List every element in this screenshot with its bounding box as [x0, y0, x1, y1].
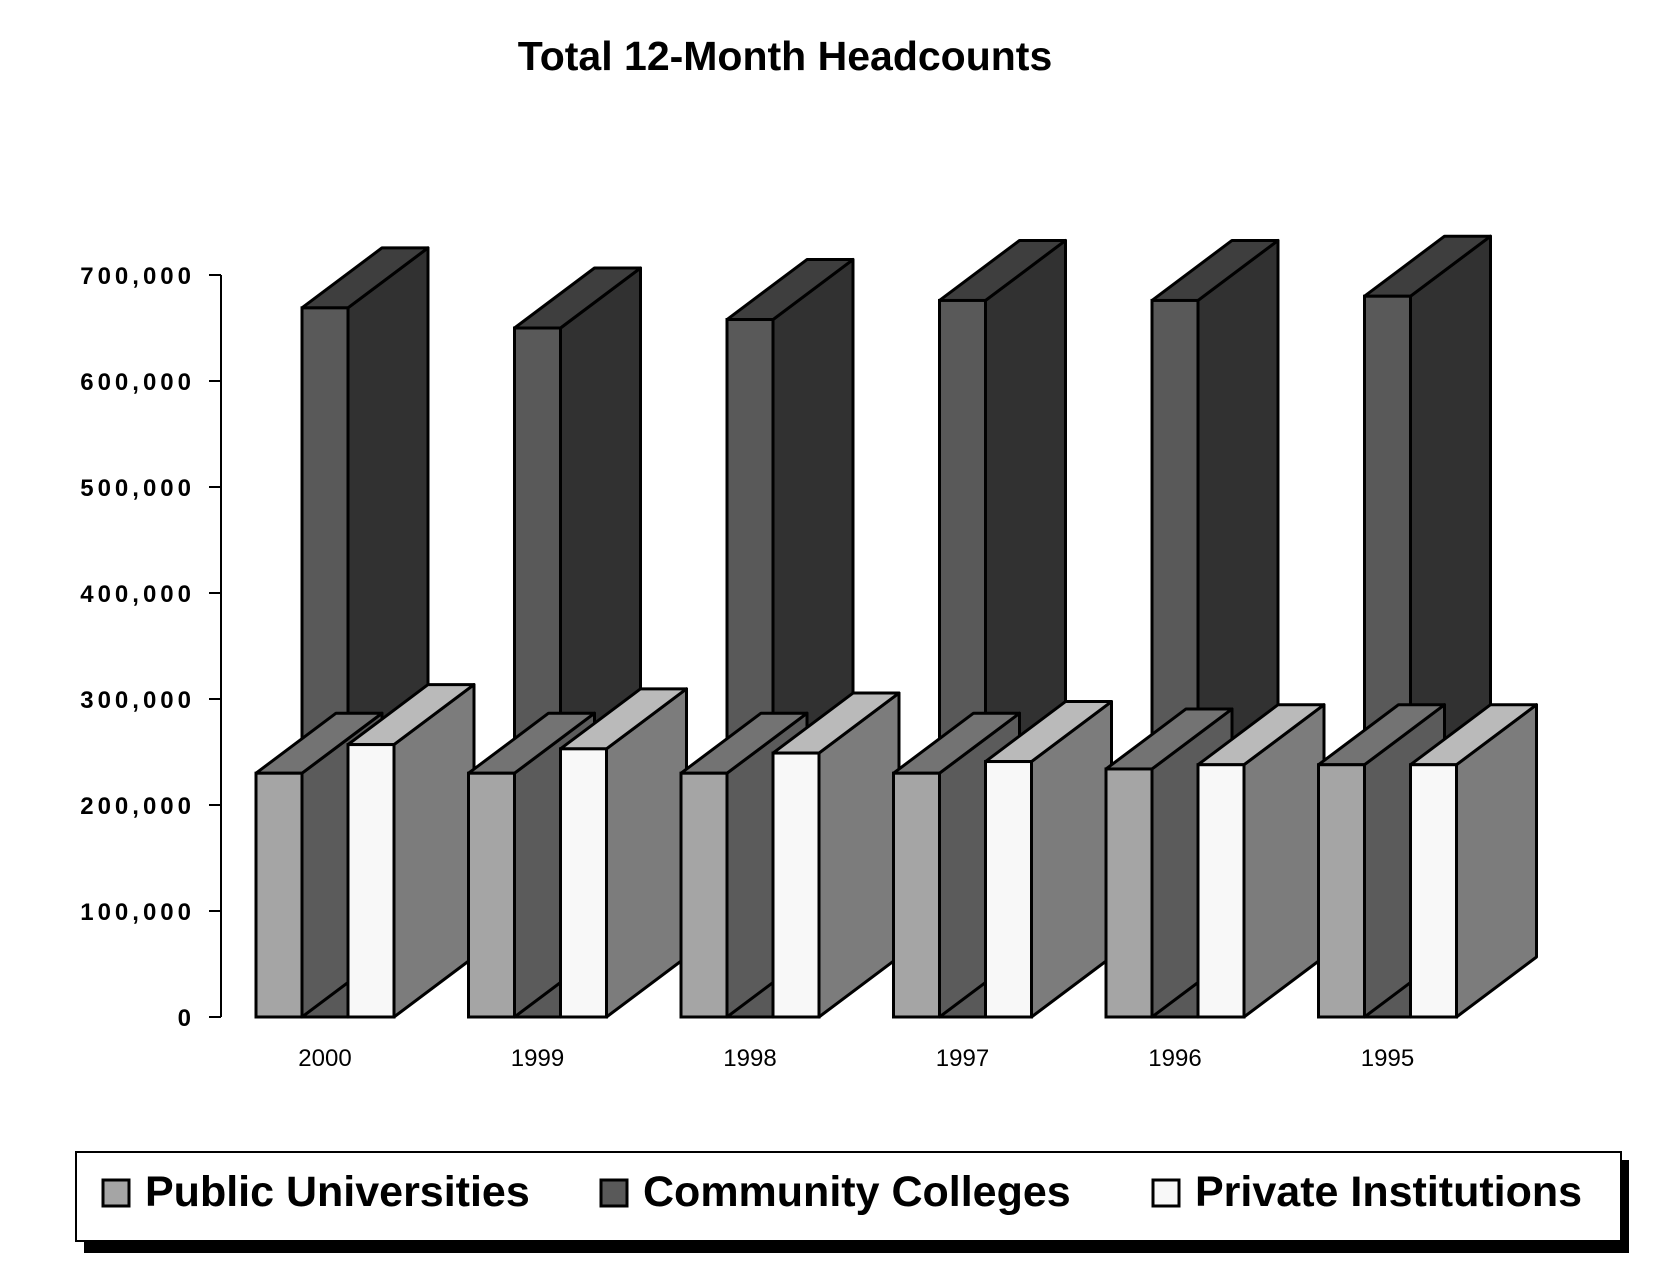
bar-private-institutions-1995 — [1409, 703, 1538, 1019]
bar-front — [1317, 763, 1366, 1019]
legend-swatch — [599, 1178, 629, 1208]
legend-label: Community Colleges — [643, 1168, 1071, 1216]
y-tick-label: 700,000 — [80, 263, 195, 290]
bar-front — [467, 771, 516, 1019]
bar-front — [984, 760, 1033, 1019]
bars — [254, 234, 1538, 1019]
chart-title: Total 12-Month Headcounts — [518, 33, 1053, 79]
y-tick-label: 200,000 — [80, 793, 195, 820]
y-tick-label: 600,000 — [80, 369, 195, 396]
x-tick-label: 2000 — [298, 1045, 351, 1072]
x-tick-label: 1995 — [1361, 1045, 1414, 1072]
x-tick-label: 1998 — [723, 1045, 776, 1072]
bar-front — [679, 771, 729, 1019]
bar-front — [559, 747, 608, 1019]
x-tick-label: 1999 — [511, 1045, 564, 1072]
legend-label: Public Universities — [145, 1168, 530, 1216]
legend-label: Private Institutions — [1195, 1168, 1582, 1216]
y-axis: 0 100,000 200,000 300,000 400,000 500,000 600,… — [80, 263, 222, 1032]
y-tick-label: 500,000 — [80, 475, 195, 502]
bar-front — [346, 743, 396, 1019]
y-tick-label: 300,000 — [80, 687, 195, 714]
x-tick-label: 1996 — [1148, 1045, 1201, 1072]
x-axis: 2000 1999 1998 1997 1996 1995 — [298, 1045, 1414, 1072]
legend-swatch — [101, 1178, 131, 1208]
bar-private-institutions-1998 — [771, 691, 901, 1019]
bar-private-institutions-1997 — [984, 700, 1113, 1019]
bar-front — [1409, 763, 1458, 1019]
bar-front — [771, 751, 821, 1019]
x-tick-label: 1997 — [936, 1045, 989, 1072]
legend-box — [75, 1151, 1622, 1242]
legend: Public Universities Community Colleges Pri… — [75, 1151, 1629, 1253]
legend-swatch — [1151, 1178, 1181, 1208]
bar-private-institutions-1996 — [1196, 703, 1326, 1019]
bar-private-institutions-1999 — [559, 687, 688, 1019]
bar-front — [254, 771, 304, 1019]
bar-front — [892, 771, 941, 1019]
y-tick-label: 100,000 — [80, 899, 195, 926]
bar-front — [1196, 763, 1246, 1019]
y-tick-label: 0 — [178, 1005, 195, 1032]
bar-front — [1104, 767, 1154, 1019]
y-tick-label: 400,000 — [80, 581, 195, 608]
bar-private-institutions-2000 — [346, 683, 476, 1019]
